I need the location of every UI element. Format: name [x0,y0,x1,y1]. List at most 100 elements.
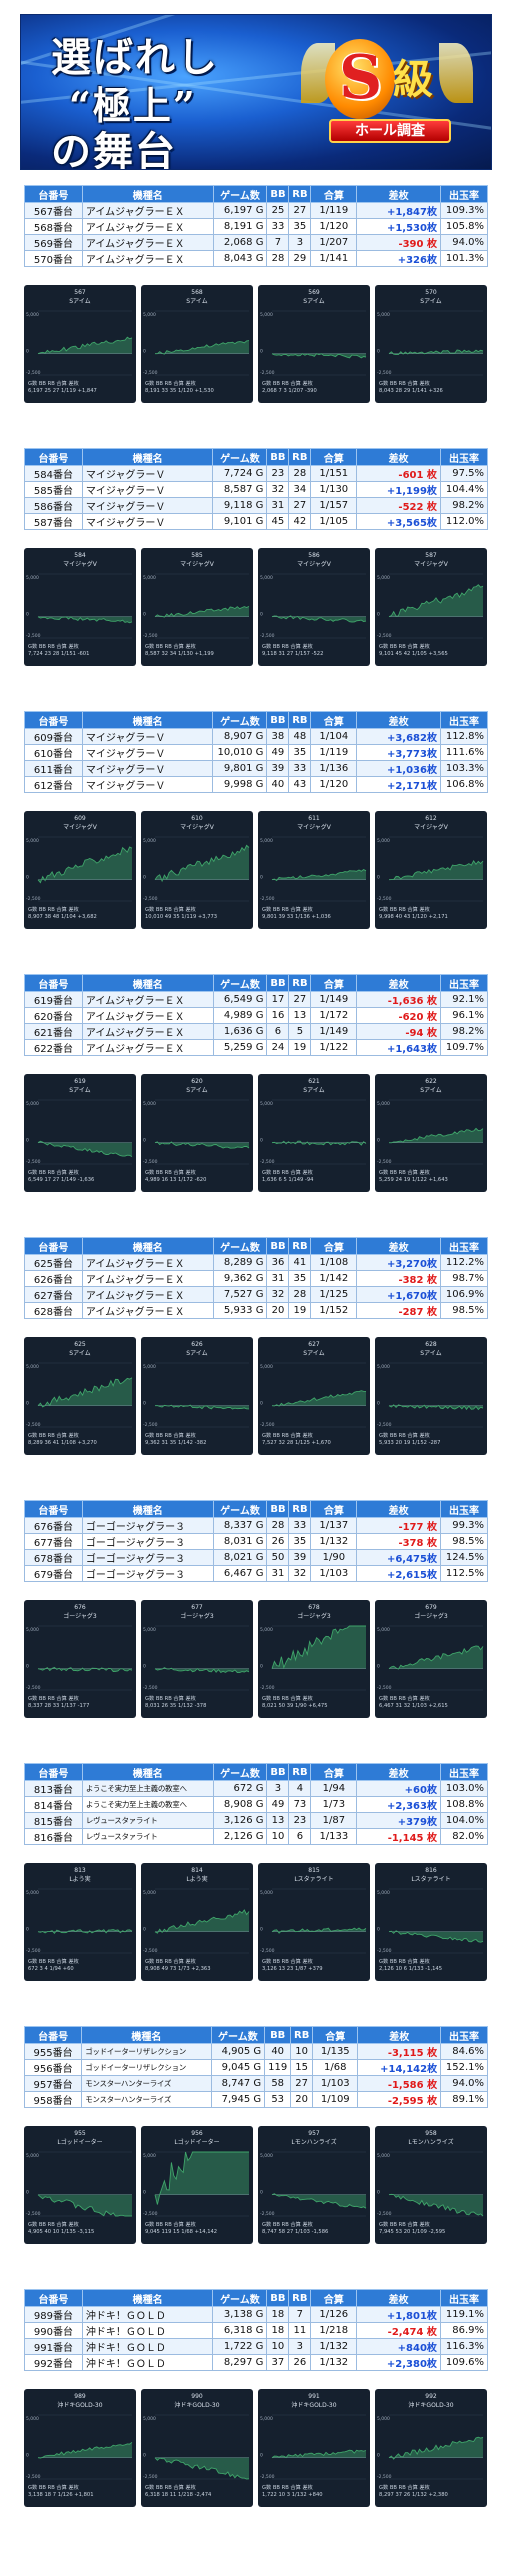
chart-stats-labels: G数 BB RB 合算 差枚 [28,2222,79,2228]
slump-graph: 5,000 0 -2,500 [377,573,484,639]
cell-no: 611番台 [24,760,83,777]
axis-tick-label: 0 [377,1927,380,1933]
cell-games: 9,118 G [212,497,268,514]
cell-name: ゴーゴージャグラー３ [81,1549,214,1566]
cell-no: 586番台 [24,497,83,514]
chart-machine-name: 沖ドキGOLD-30 [291,2402,337,2409]
column-header: 合算 [312,2026,359,2044]
cell-games: 6,467 G [212,1565,268,1582]
column-header: 差枚 [356,185,441,203]
cell-name: マイジャグラーＶ [81,760,214,777]
chart-machine-name: Lスタァライト [294,1876,334,1883]
cell-rate: 111.6% [439,744,489,761]
chart-stats-labels: G数 BB RB 合算 差枚 [379,1433,430,1439]
cell-name: マイジャグラーＶ [81,497,214,514]
slump-area [155,606,249,618]
chart-machine-number: 992 [425,2393,437,2400]
slump-graph: 5,000 0 -2,500 [377,2414,484,2480]
cell-games: 8,043 G [212,250,268,267]
cell-rate: 94.0% [440,2075,488,2092]
axis-tick-label: 5,000 [377,2153,390,2159]
slump-area [155,2152,249,2205]
chart-machine-number: 570 [425,289,437,296]
chart-stats: G数 BB RB 合算 差枚 8,337 28 33 1/137 -177 [28,1696,134,1710]
column-header: 台番号 [24,1763,83,1781]
column-header: 出玉率 [439,185,489,203]
axis-tick-label: -2,500 [143,2211,158,2217]
column-header: 機種名 [81,1763,214,1781]
axis-tick-label: 5,000 [26,1627,39,1633]
chart-stats: G数 BB RB 合算 差枚 8,747 58 27 1/103 -1,586 [262,2222,368,2236]
slump-area [38,337,132,354]
axis-tick-label: -2,500 [26,896,41,902]
cell-bb: 53 [264,2091,292,2108]
slump-chart-panel: 569 Sアイム 5,000 0 -2,500 G数 BB RB 合算 差枚 2,068 7… [258,285,370,403]
chart-stats-values: 7,527 32 28 1/125 +1,670 [262,1440,331,1446]
cell-no: 625番台 [24,1254,83,1271]
cell-name: モンスターハンターライズ [81,2075,212,2092]
axis-tick-label: 0 [377,2453,380,2459]
axis-tick-label: 5,000 [143,1101,156,1107]
slump-chart-strip: 567 Sアイム 5,000 0 -2,500 G数 BB RB 合算 差枚 6,197 2… [24,285,488,403]
cell-no: 587番台 [24,513,83,530]
slump-line [37,846,133,884]
axis-tick-label: -2,500 [143,2474,158,2480]
chart-stats: G数 BB RB 合算 差枚 6,197 25 27 1/119 +1,847 [28,381,134,395]
axis-tick-label: -2,500 [260,1685,275,1691]
axis-tick-label: -2,500 [377,1159,392,1165]
chart-stats-values: 4,989 16 13 1/172 -620 [145,1177,207,1183]
column-header: 合算 [310,185,358,203]
chart-stats-labels: G数 BB RB 合算 差枚 [379,1170,430,1176]
cell-name: マイジャグラーＶ [81,465,214,482]
cell-total: 1/125 [310,1286,358,1303]
cell-rate: 98.2% [439,1023,489,1040]
chart-machine-name: Sアイム [186,298,208,305]
cell-total: 1/103 [312,2075,359,2092]
chart-machine-name: Sアイム [69,1350,91,1357]
column-header: ゲーム数 [212,711,268,729]
cell-bb: 50 [266,1549,290,1566]
chart-stats-values: 10,010 49 35 1/119 +3,773 [145,914,218,920]
slump-line [37,616,133,624]
column-header: 合算 [310,1763,358,1781]
slump-area [38,847,132,883]
slump-chart-panel: 991 沖ドキGOLD-30 5,000 0 -2,500 G数 BB RB 合算 差枚 1… [258,2389,370,2507]
cell-rb: 35 [288,744,312,761]
table-header-row: 台番号 機種名 ゲーム数 BB RB 合算 差枚 出玉率 [24,1763,489,1781]
chart-machine-name: Sアイム [186,1087,208,1094]
cell-games: 8,337 G [212,1517,268,1534]
column-header: BB [266,1237,290,1255]
cell-bb: 31 [266,497,290,514]
slump-line [155,340,250,355]
cell-rb: 28 [288,1286,312,1303]
chart-stats-values: 8,043 28 29 1/141 +326 [379,388,443,394]
table-header-row: 台番号 機種名 ゲーム数 BB RB 合算 差枚 出玉率 [24,2289,489,2307]
chart-machine-number: 958 [425,2130,437,2137]
slump-chart-panel: 678 ゴージャグ3 5,000 0 -2,500 G数 BB RB 合算 差枚 8,021… [258,1600,370,1718]
cell-rb: 10 [290,2043,314,2060]
axis-tick-label: -2,500 [143,1948,158,1954]
slump-area [38,2194,132,2216]
cell-total: 1/87 [310,1812,358,1829]
machine-results-table: 台番号 機種名 ゲーム数 BB RB 合算 差枚 出玉率 813番台 ようこそ実力至上主義の教室へ… [24,1763,489,1845]
axis-tick-label: 0 [26,1664,29,1670]
banner-title-line1: 選ばれし [51,34,219,81]
cell-rate: 104.4% [439,481,489,498]
cell-no: 956番台 [23,2059,83,2076]
cell-no: 609番台 [24,728,83,745]
chart-stats: G数 BB RB 合算 差枚 8,043 28 29 1/141 +326 [379,381,485,395]
cell-no: 567番台 [24,202,83,219]
column-header: RB [290,2026,314,2044]
column-header: 合算 [310,2289,358,2307]
s-rank-badge: S 級 ホール調査 [301,33,473,153]
column-header: 台番号 [24,1500,83,1518]
cell-rb: 33 [288,760,312,777]
cell-rb: 32 [288,1565,312,1582]
cell-rb: 35 [288,1270,312,1287]
column-header: 合算 [310,1237,358,1255]
axis-tick-label: 5,000 [143,2416,156,2422]
table-row: 678番台 ゴーゴージャグラー３ 8,021 G 50 39 1/90 +6,475枚 124… [24,1549,489,1566]
cell-rate: 97.5% [439,465,489,482]
cell-bb: 37 [266,2354,290,2371]
axis-tick-label: -2,500 [26,633,41,639]
